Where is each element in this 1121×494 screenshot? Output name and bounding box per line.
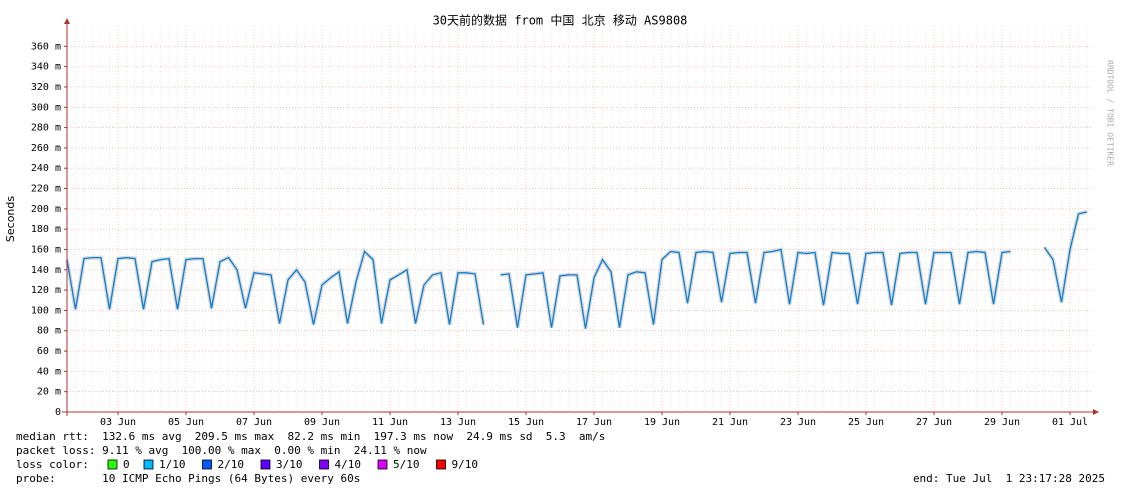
info: median rtt: 132.6 ms avg 209.5 ms max 82… [16, 430, 1105, 485]
y-tick-label: 340 m [31, 62, 61, 73]
y-tick-label: 80 m [37, 326, 61, 337]
stats-line: packet loss: 9.11 % avg 100.00 % max 0.0… [16, 444, 427, 457]
legend-label: 9/10 [452, 458, 479, 471]
loss-legend-label: loss color: [16, 458, 89, 471]
legend-label: 5/10 [393, 458, 420, 471]
y-tick-label: 220 m [31, 184, 61, 195]
x-tick-label: 29 Jun [984, 417, 1020, 428]
side-text: RRDTOOL / TOBI OETIKER [1106, 60, 1115, 166]
y-tick-label: 360 m [31, 41, 61, 52]
y-tick-label: 280 m [31, 123, 61, 134]
y-tick-label: 60 m [37, 346, 61, 357]
y-tick-label: 180 m [31, 224, 61, 235]
x-tick-label: 01 Jul [1052, 417, 1088, 428]
x-tick-label: 09 Jun [304, 417, 340, 428]
legend-swatch [107, 459, 118, 470]
y-tick-label: 200 m [31, 204, 61, 215]
x-tick-label: 05 Jun [168, 417, 204, 428]
y-tick-label: 120 m [31, 285, 61, 296]
grid: 0 20 m 40 m 60 m 80 m 100 m 120 m 140 m 160 m 180… [31, 26, 1093, 428]
stats-line: median rtt: 132.6 ms avg 209.5 ms max 82… [16, 430, 605, 443]
legend-swatch [319, 459, 329, 470]
legend-label: 4/10 [335, 458, 362, 471]
legend-label: 0 [123, 458, 130, 471]
x-arrow [1093, 409, 1099, 415]
y-tick-label: 40 m [37, 366, 61, 377]
x-tick-label: 07 Jun [236, 417, 272, 428]
x-tick-label: 15 Jun [508, 417, 544, 428]
y-tick-label: 100 m [31, 305, 61, 316]
probe-line: probe: 10 ICMP Echo Pings (64 Bytes) eve… [16, 472, 360, 485]
y-tick-label: 0 [55, 407, 61, 418]
legend-label: 3/10 [276, 458, 303, 471]
end-line: end: Tue Jul 1 23:17:28 2025 [913, 472, 1105, 485]
legend-label: 2/10 [218, 458, 245, 471]
legend-label: 1/10 [159, 458, 186, 471]
x-tick-label: 13 Jun [440, 417, 476, 428]
y-tick-label: 320 m [31, 82, 61, 93]
y-tick-label: 240 m [31, 163, 61, 174]
legend-swatch [260, 459, 271, 470]
y-tick-label: 20 m [37, 387, 61, 398]
x-tick-label: 19 Jun [644, 417, 680, 428]
legend-swatch [377, 459, 388, 470]
legend-swatch [143, 459, 154, 470]
line [66, 211, 1088, 329]
x-tick-label: 27 Jun [916, 417, 952, 428]
x-tick-label: 23 Jun [780, 417, 816, 428]
x-tick-label: 21 Jun [712, 417, 748, 428]
legend-swatch [202, 459, 212, 470]
chart-title: 30天前的数据 from 中国 北京 移动 AS9808 [433, 13, 688, 28]
y-tick-label: 140 m [31, 265, 61, 276]
plot [65, 209, 1088, 330]
x-tick-label: 03 Jun [100, 417, 136, 428]
x-tick-label: 17 Jun [576, 417, 612, 428]
y-tick-label: 300 m [31, 102, 61, 113]
x-tick-label: 25 Jun [848, 417, 884, 428]
x-tick-label: 11 Jun [372, 417, 408, 428]
y-tick-label: 260 m [31, 143, 61, 154]
y-arrow [64, 18, 70, 24]
y-tick-label: 160 m [31, 244, 61, 255]
y-axis-label: Seconds [4, 196, 17, 242]
legend-swatch [436, 459, 446, 470]
